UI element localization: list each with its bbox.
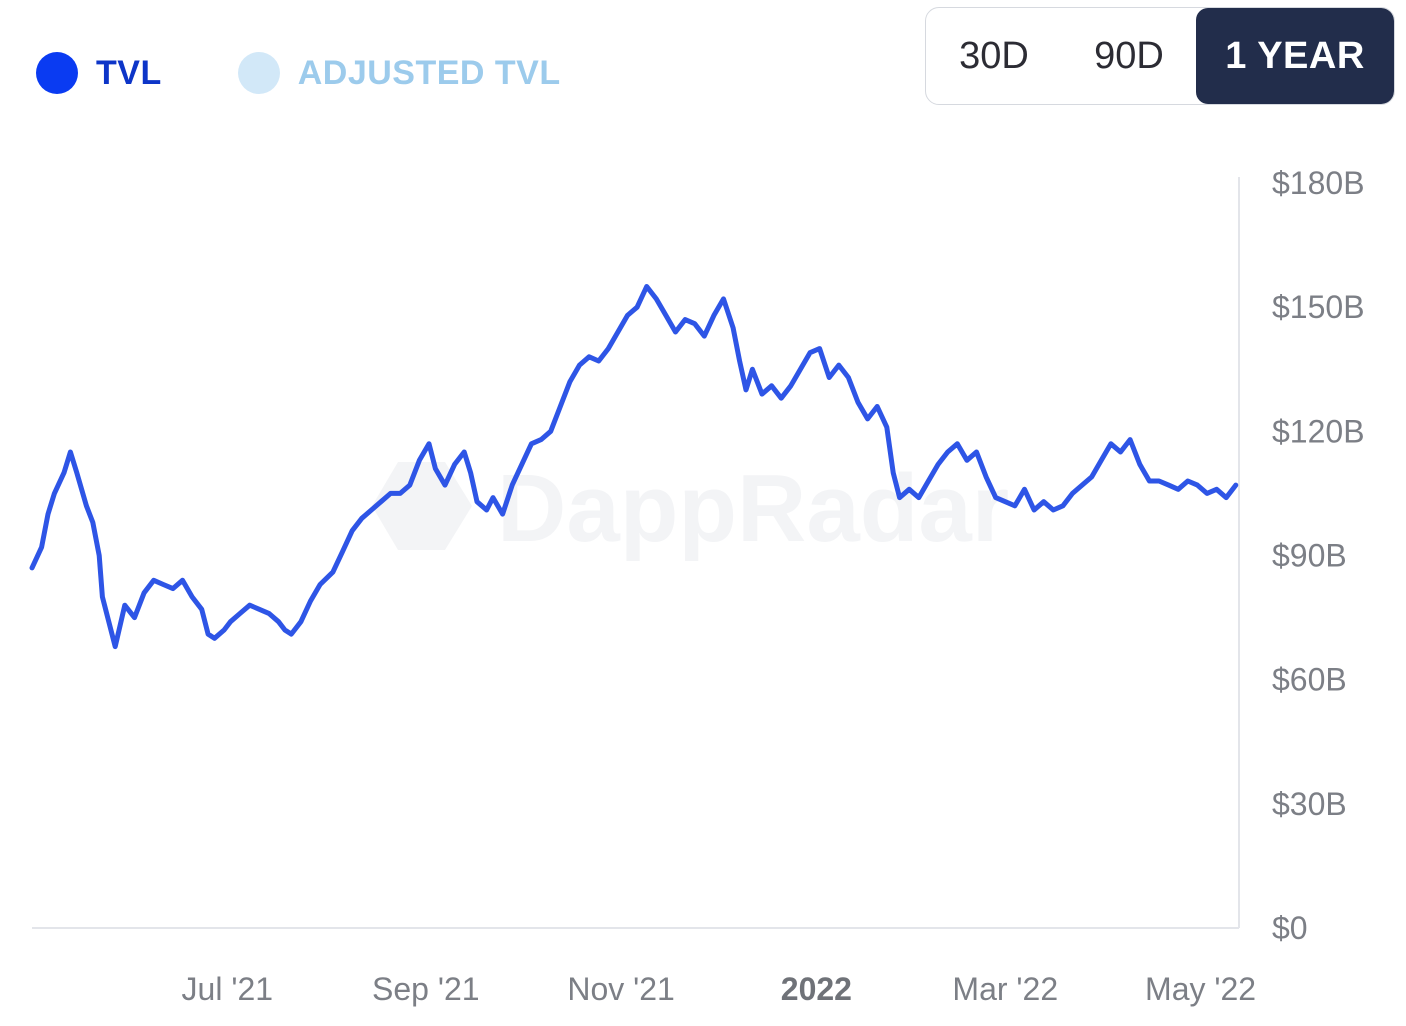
x-tick-label: Sep '21 [372, 971, 480, 1007]
watermark-logo-icon [372, 462, 472, 550]
range-button-90d[interactable]: 90D [1094, 34, 1164, 77]
x-tick-label: 2022 [781, 971, 852, 1007]
range-button-30d[interactable]: 30D [959, 34, 1029, 77]
legend-item-adjusted-tvl[interactable]: ADJUSTED TVL [237, 52, 561, 94]
x-axis-ticks: Jul '21 Sep '21 Nov '21 2022 Mar '22 May '22 [182, 971, 1257, 1007]
time-range-selector: 30D 90D 1 YEAR [925, 7, 1395, 105]
range-button-1-year[interactable]: 1 YEAR [1196, 8, 1394, 104]
y-tick-label: $60B [1272, 662, 1347, 698]
x-tick-label: Mar '22 [952, 971, 1058, 1007]
tvl-legend-dot-icon [36, 52, 78, 94]
y-tick-label: $150B [1272, 289, 1365, 325]
y-tick-label: $0 [1272, 910, 1308, 946]
y-tick-label: $90B [1272, 538, 1347, 574]
watermark-text: DappRadar [497, 455, 1009, 562]
y-tick-label: $180B [1272, 165, 1365, 201]
legend-item-tvl[interactable]: TVL [36, 52, 162, 94]
y-axis-ticks: $0 $30B $60B $90B $120B $150B $180B [1272, 165, 1365, 946]
adjusted-tvl-legend-dot-icon [237, 52, 280, 94]
y-tick-label: $30B [1272, 786, 1347, 822]
legend-label-adjusted-tvl: ADJUSTED TVL [297, 53, 561, 92]
x-tick-label: Jul '21 [182, 971, 274, 1007]
y-tick-label: $120B [1272, 413, 1365, 449]
series-layer [29, 284, 1239, 650]
series-line-tvl [29, 284, 1239, 650]
chart-legend: TVL ADJUSTED TVL [36, 50, 637, 96]
x-tick-label: Nov '21 [567, 971, 675, 1007]
legend-label-tvl: TVL [96, 53, 162, 92]
x-tick-label: May '22 [1145, 971, 1256, 1007]
